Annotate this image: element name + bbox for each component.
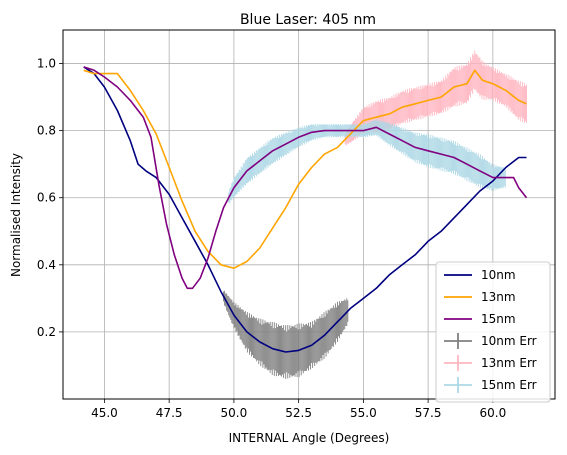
legend: 10nm 13nm 15nm 10nm Err 13nm Err 15nm Err [435, 261, 551, 403]
x-tick-label: 45.0 [91, 406, 118, 420]
series-line-1 [83, 69, 527, 269]
y-axis-label: Normalised Intensity [9, 153, 23, 277]
series-line-2 [83, 66, 528, 290]
series-lines [83, 66, 528, 353]
y-tick-label: 0.4 [37, 258, 56, 272]
legend-label: 15nm Err [481, 378, 537, 392]
x-tick-label: 57.5 [415, 406, 442, 420]
legend-label: 15nm [481, 312, 516, 326]
legend-entry: 13nm Err [444, 355, 537, 371]
series-line-0 [83, 66, 527, 353]
chart-title: Blue Laser: 405 nm [240, 12, 376, 28]
x-tick-label: 52.5 [285, 406, 312, 420]
x-axis-label: INTERNAL Angle (Degrees) [229, 431, 390, 445]
legend-entry: 10nm Err [444, 333, 537, 349]
error-bars [223, 50, 527, 379]
legend-label: 13nm Err [481, 356, 537, 370]
x-tick-label: 47.5 [156, 406, 183, 420]
y-tick-label: 0.2 [37, 325, 56, 339]
y-tick-label: 0.6 [37, 191, 56, 205]
legend-label: 13nm [481, 290, 516, 304]
legend-entry: 15nm Err [444, 377, 537, 393]
y-tick-label: 0.8 [37, 124, 56, 138]
x-tick-label: 60.0 [479, 406, 506, 420]
legend-entry: 10nm [444, 268, 516, 282]
x-axis: 45.0 47.5 50.0 52.5 55.0 57.5 60.0 [91, 399, 506, 420]
y-tick-label: 1.0 [37, 57, 56, 71]
x-tick-label: 50.0 [221, 406, 248, 420]
legend-label: 10nm Err [481, 334, 537, 348]
y-axis: 0.2 0.4 0.6 0.8 1.0 [37, 57, 63, 339]
plot-frame [62, 29, 556, 400]
legend-entry: 15nm [444, 312, 516, 326]
legend-entry: 13nm [444, 290, 516, 304]
legend-label: 10nm [481, 268, 516, 282]
x-tick-label: 55.0 [350, 406, 377, 420]
